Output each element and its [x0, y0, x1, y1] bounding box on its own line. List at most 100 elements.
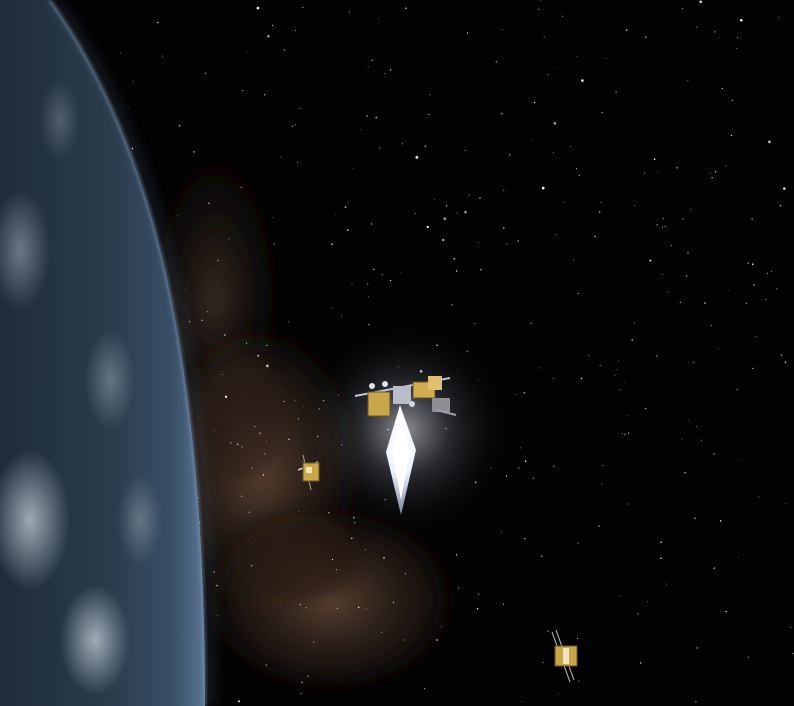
star [777, 17, 779, 19]
star [423, 687, 426, 690]
star [727, 289, 729, 291]
star [664, 225, 666, 228]
space-station[interactable] [295, 320, 515, 540]
star [341, 316, 343, 318]
star [553, 378, 555, 379]
star [415, 155, 419, 159]
distant-satellite[interactable] [551, 629, 578, 683]
star [625, 29, 628, 31]
star [266, 344, 268, 347]
star [479, 197, 481, 199]
star [440, 626, 442, 628]
star [185, 289, 187, 291]
star [224, 334, 226, 336]
star [188, 321, 191, 323]
star [758, 496, 760, 498]
star [208, 202, 210, 204]
star [217, 614, 219, 616]
star [336, 607, 339, 609]
star [502, 603, 504, 605]
star [739, 18, 743, 22]
star [576, 55, 578, 57]
star [704, 302, 706, 304]
star [384, 73, 385, 75]
star [466, 32, 469, 34]
star [347, 229, 349, 231]
star [588, 354, 590, 356]
star [768, 140, 771, 144]
star [553, 465, 555, 467]
star [644, 172, 646, 174]
star [594, 235, 596, 238]
star [295, 30, 297, 32]
star [476, 608, 479, 610]
star [366, 115, 368, 117]
star [378, 18, 379, 20]
star [696, 26, 698, 28]
star [681, 438, 683, 440]
star [307, 675, 309, 677]
star [628, 432, 630, 434]
star [524, 460, 527, 462]
star [505, 475, 508, 477]
star [259, 432, 261, 434]
star [265, 664, 267, 666]
star [598, 211, 601, 213]
star [538, 367, 540, 369]
star [553, 122, 557, 125]
star [681, 8, 683, 9]
star [645, 36, 647, 38]
star [251, 467, 253, 469]
star [161, 55, 163, 57]
star [578, 680, 580, 682]
star [542, 662, 544, 664]
star [248, 511, 250, 513]
star [532, 477, 534, 479]
star [616, 369, 618, 371]
star [765, 299, 767, 301]
star [784, 503, 786, 505]
star [538, 8, 540, 10]
star [557, 693, 559, 695]
star [577, 293, 579, 294]
star [747, 262, 750, 264]
star [656, 224, 658, 226]
star [254, 426, 256, 428]
star [404, 573, 407, 575]
star [298, 511, 300, 513]
star [686, 275, 688, 277]
star [737, 36, 738, 38]
star [556, 67, 558, 69]
star [771, 271, 772, 273]
star [619, 595, 621, 597]
star [429, 94, 431, 96]
star [367, 283, 369, 285]
star [119, 52, 121, 54]
star [776, 288, 778, 290]
star [365, 548, 366, 550]
star [241, 495, 243, 497]
star [623, 381, 625, 383]
star [714, 171, 717, 173]
small-satellite[interactable] [297, 454, 320, 491]
star [501, 112, 503, 115]
star [517, 240, 520, 242]
star [221, 374, 223, 375]
star [554, 234, 556, 235]
star [245, 342, 247, 344]
star [694, 517, 696, 520]
star [360, 129, 362, 131]
star [453, 257, 456, 260]
star [602, 464, 604, 466]
star [563, 201, 565, 203]
star [177, 215, 178, 216]
star [381, 274, 383, 276]
star [474, 323, 476, 325]
star [368, 324, 370, 326]
star [352, 167, 354, 169]
star [334, 213, 336, 215]
star [480, 269, 482, 271]
star [426, 225, 429, 229]
